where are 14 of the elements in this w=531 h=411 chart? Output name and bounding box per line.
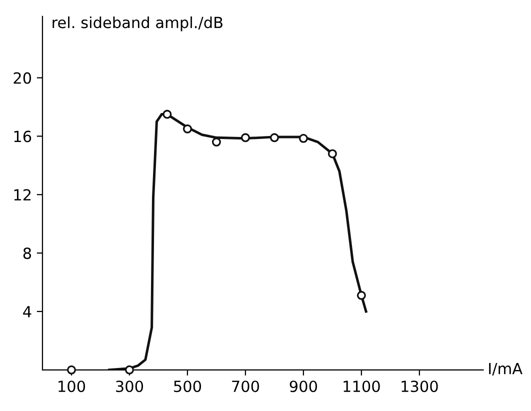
x-tick-label: 900 (290, 380, 318, 392)
y-tick-label: 4 (23, 306, 32, 318)
x-tick-label: 500 (174, 380, 202, 392)
x-tick-label: 1300 (402, 380, 438, 392)
x-tick-label: 700 (232, 380, 260, 392)
y-tick-label: 12 (14, 189, 31, 200)
x-tick-label: 300 (116, 380, 144, 392)
y-axis-title: rel. sideband ampl./dB (52, 16, 222, 32)
y-tick-label: 16 (14, 130, 32, 142)
x-axis-title: I/mA (489, 362, 522, 376)
x-tick-label: 100 (58, 380, 86, 392)
x-tick-label: 1100 (344, 380, 380, 392)
y-tick-label: 20 (14, 72, 32, 84)
y-tick-label: 8 (23, 248, 32, 260)
